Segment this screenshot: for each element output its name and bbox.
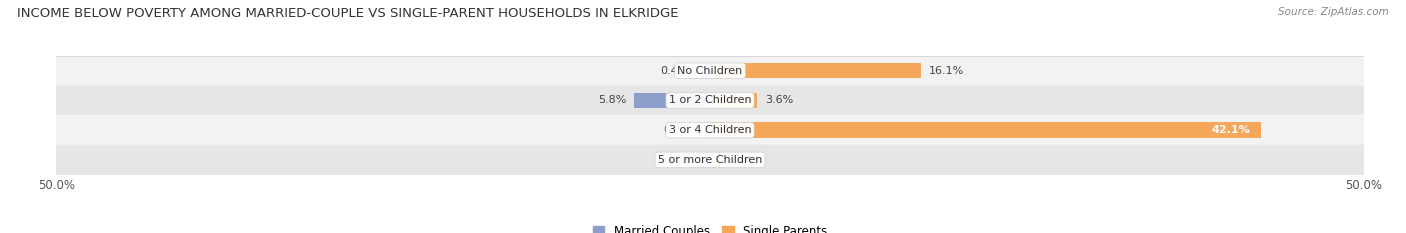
Text: 0.0%: 0.0%	[728, 155, 756, 165]
Bar	[710, 63, 921, 79]
Text: 0.0%: 0.0%	[664, 155, 692, 165]
Bar	[56, 86, 1364, 115]
Text: 0.0%: 0.0%	[664, 125, 692, 135]
Text: 16.1%: 16.1%	[928, 66, 963, 76]
Text: INCOME BELOW POVERTY AMONG MARRIED-COUPLE VS SINGLE-PARENT HOUSEHOLDS IN ELKRIDG: INCOME BELOW POVERTY AMONG MARRIED-COUPL…	[17, 7, 678, 20]
Bar	[710, 152, 720, 168]
Text: 5.8%: 5.8%	[598, 96, 626, 106]
Bar	[56, 115, 1364, 145]
Text: 0.49%: 0.49%	[661, 66, 696, 76]
Text: Source: ZipAtlas.com: Source: ZipAtlas.com	[1278, 7, 1389, 17]
Text: 5 or more Children: 5 or more Children	[658, 155, 762, 165]
Bar	[56, 145, 1364, 175]
Bar	[700, 152, 710, 168]
Text: 3 or 4 Children: 3 or 4 Children	[669, 125, 751, 135]
Bar	[710, 123, 1261, 138]
Bar	[634, 93, 710, 108]
Legend: Married Couples, Single Parents: Married Couples, Single Parents	[588, 220, 832, 233]
Bar	[700, 123, 710, 138]
Bar	[703, 63, 710, 79]
Text: No Children: No Children	[678, 66, 742, 76]
Text: 42.1%: 42.1%	[1212, 125, 1250, 135]
Text: 1 or 2 Children: 1 or 2 Children	[669, 96, 751, 106]
Text: 3.6%: 3.6%	[765, 96, 793, 106]
Bar	[710, 93, 756, 108]
Bar	[56, 56, 1364, 86]
